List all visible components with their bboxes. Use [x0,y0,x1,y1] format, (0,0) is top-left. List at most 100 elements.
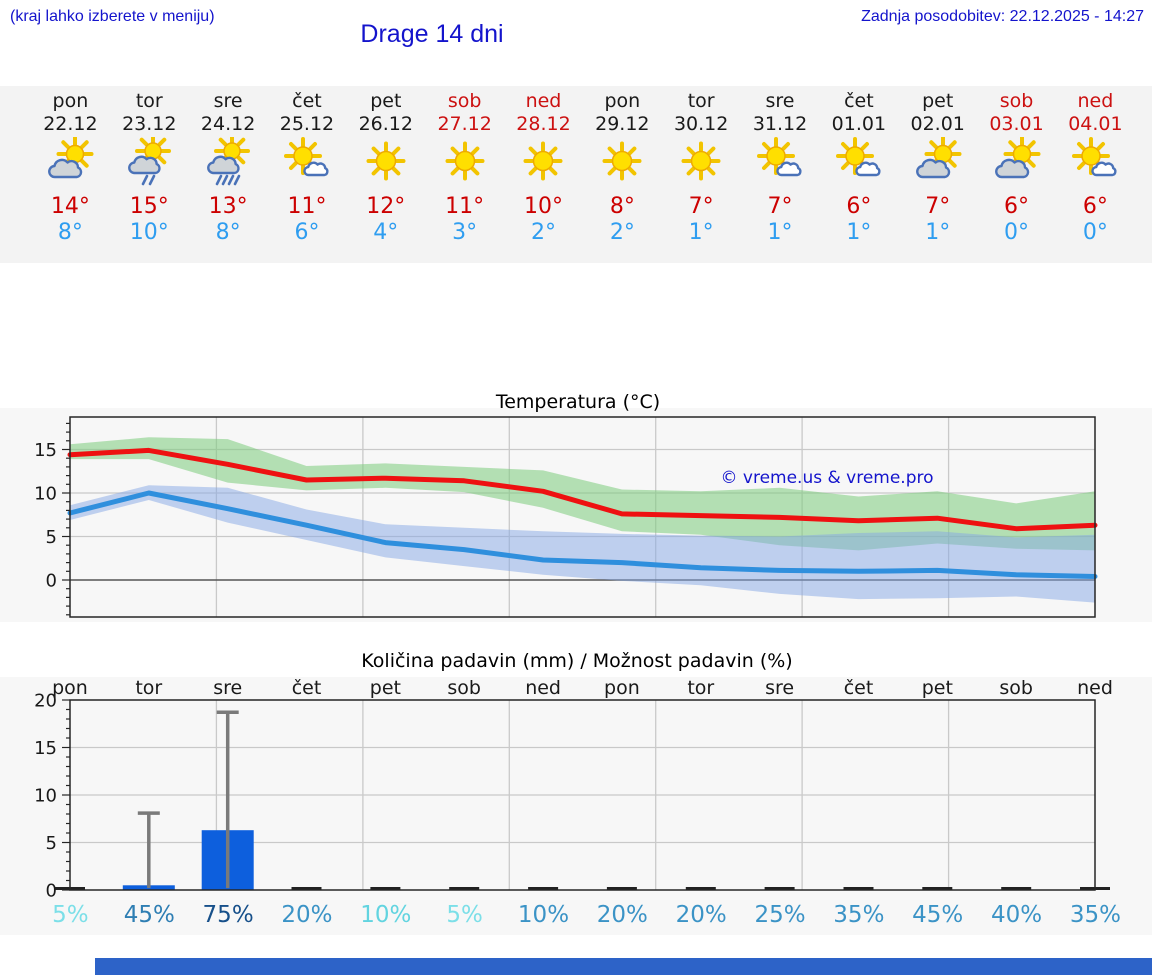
precipitation-probability: 10% [517,902,570,928]
day-date: 28.12 [516,113,571,135]
max temperatura-line [67,447,1098,532]
day-date: 22.12 [43,113,98,135]
high-temperature: 12° [366,194,406,219]
precip-y-tick-label: 5 [46,833,57,854]
precipitation-bar-zero [922,887,953,890]
high-temperature: 6° [1004,194,1030,219]
horizontal-scrollbar-thumb[interactable] [95,958,1152,975]
forecast-day-column: ned 28.12 10° 2° [504,86,583,263]
forecast-day-column: sob 03.01 6° 0° [977,86,1056,263]
low-temperature: 8° [215,220,241,245]
precipitation-bar-zero [449,887,480,890]
temperature-chart: Temperatura (°C) 0 5 10 15 © vreme.us & vreme… [0,383,1152,628]
high-temperature: 8° [609,194,635,219]
day-name: sre [765,90,795,112]
watermark: © vreme.us & vreme.pro [720,468,933,488]
forecast-day-column: pon 29.12 8° 2° [583,86,662,263]
precip-y-tick-label: 0 [46,881,57,902]
partly-cloudy-icon [31,136,110,188]
precip-y-tick-label: 10 [34,786,57,807]
high-temperature: 10° [523,194,563,219]
precip-day-label: sre [765,677,794,699]
high-temperature: 6° [1082,194,1108,219]
forecast-days: pon 22.12 14° 8° tor 23.12 15° 10° sre 24.12 13° 8°… [31,86,1135,263]
low-temperature: 2° [609,220,635,245]
day-date: 24.12 [200,113,256,135]
sunny-icon [504,136,583,188]
high-temperature: 7° [925,194,951,219]
precipitation-chart-svg: Količina padavin (mm) / Možnost padavin … [34,650,1113,902]
forecast-day-column: pon 22.12 14° 8° [31,86,110,263]
low-temperature: 8° [57,220,83,245]
precipitation-bar-zero [685,887,716,890]
day-date: 26.12 [358,113,413,135]
high-temperature: 6° [846,194,872,219]
high-temperature: 7° [688,194,714,219]
low-temperature: 0° [1004,220,1030,245]
day-name: sob [999,90,1034,112]
page-title: Drage 14 dni [360,20,504,48]
high-temperature: 11° [445,194,485,219]
precipitation-chart: Količina padavin (mm) / Možnost padavin … [0,645,1152,905]
day-name: čet [292,90,322,112]
sunny-icon [346,136,425,188]
day-date: 04.01 [1068,113,1123,135]
day-name: ned [1077,90,1114,112]
day-date: 25.12 [279,113,335,135]
day-date: 30.12 [673,113,729,135]
low-temperature: 2° [530,220,556,245]
precip-day-label: pet [922,677,953,699]
sunny-icon [583,136,662,188]
precipitation-probability: 40% [990,902,1043,928]
precip-day-label: sre [213,677,242,699]
precipitation-bar-zero [1001,887,1032,890]
precipitation-bar-zero [370,887,401,890]
low-temperature: 1° [688,220,714,245]
precipitation-probability: 35% [1069,902,1121,928]
mostly-sunny-icon [1056,136,1135,188]
precip-day-label: čet [292,677,322,699]
forecast-day-column: pet 26.12 12° 4° [346,86,425,263]
precip-y-tick-label: 15 [34,738,57,759]
light-rain-icon [110,136,189,188]
day-date: 27.12 [437,113,492,135]
temperature-chart-svg: Temperatura (°C) 0 5 10 15 © vreme.us & vreme… [34,391,1098,618]
forecast-strip: pon 22.12 14° 8° tor 23.12 15° 10° sre 24.12 13° 8°… [0,86,1152,263]
precipitation-probability: 5% [446,902,483,928]
precip-day-label: ned [1077,677,1113,699]
precipitation-probability: 45% [912,902,964,928]
temperature-chart-title: Temperatura (°C) [495,391,660,413]
precip-y-tick-label: 20 [34,691,57,712]
forecast-day-column: ned 04.01 6° 0° [1056,86,1135,263]
precipitation-probability: 20% [281,902,333,928]
day-name: tor [687,90,715,112]
precip-day-label: sob [999,677,1033,699]
precip-day-label: tor [687,677,714,699]
precipitation-bar-zero [528,887,559,890]
day-date: 03.01 [989,113,1044,135]
forecast-day-column: sre 24.12 13° 8° [189,86,268,263]
precipitation-probability: 20% [675,902,727,928]
low-temperature: 6° [294,220,320,245]
rain-icon [189,136,268,188]
day-name: sre [213,90,243,112]
precip-day-label: pet [370,677,401,699]
precip-day-label: pon [52,677,88,699]
precipitation-probability: 10% [360,902,412,928]
day-name: pon [52,90,89,112]
low-temperature: 1° [846,220,872,245]
partly-cloudy-icon [977,136,1056,188]
day-date: 29.12 [595,113,650,135]
precip-day-label: sob [447,677,481,699]
high-temperature: 15° [129,194,169,219]
precipitation-probability: 45% [123,902,175,928]
precip-day-label: čet [844,677,874,699]
forecast-day-column: tor 30.12 7° 1° [662,86,741,263]
high-temperature: 7° [767,194,793,219]
precipitation-probability-row: 5% 45% 75% 20% 10% 5% 10% 20% 20% 25% 35% 45% 40% 35% [31,902,1135,928]
high-temperature: 11° [287,194,327,219]
day-name: ned [525,90,562,112]
day-date: 23.12 [122,113,177,135]
forecast-day-column: tor 23.12 15° 10° [110,86,189,263]
